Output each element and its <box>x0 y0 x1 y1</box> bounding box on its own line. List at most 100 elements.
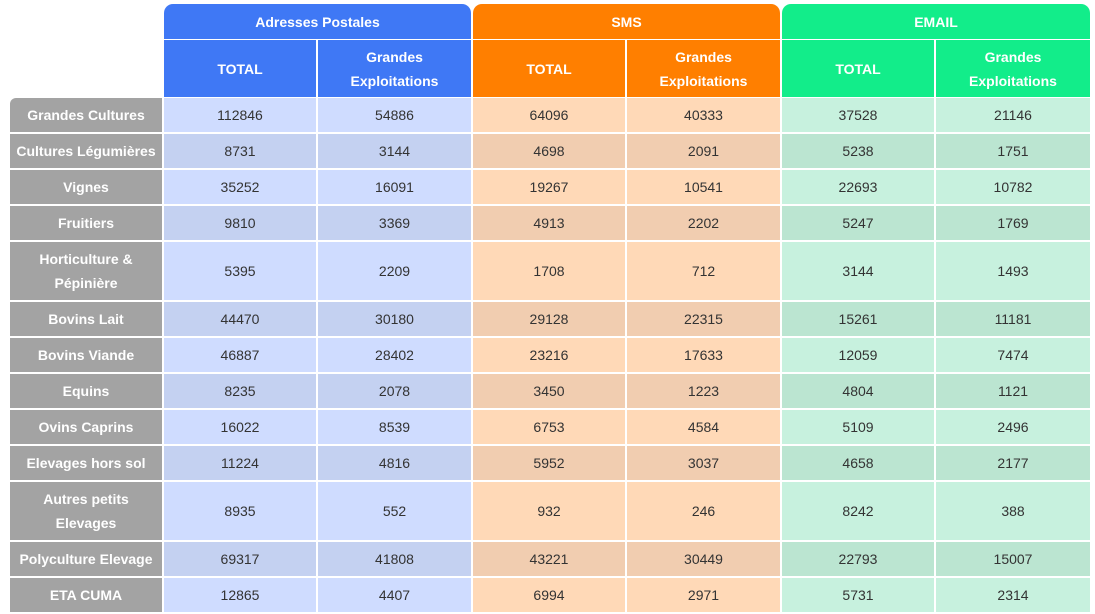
table-cell: 40333 <box>627 98 780 132</box>
table-cell: 4804 <box>782 374 934 408</box>
table-cell: 69317 <box>164 542 316 576</box>
table-cell: 1223 <box>627 374 780 408</box>
table-cell: 41808 <box>318 542 471 576</box>
table-row: Equins 8235 2078 3450 1223 4804 1121 <box>10 374 1090 408</box>
row-label-line: Horticulture & <box>39 251 133 267</box>
table-cell: 1769 <box>936 206 1090 240</box>
table-cell: 2177 <box>936 446 1090 480</box>
table-cell: 22793 <box>782 542 934 576</box>
table-row: Horticulture & Pépinière 5395 2209 1708 712 31… <box>10 242 1090 300</box>
row-label-text: Ovins Caprins <box>39 415 134 439</box>
row-label-text: Cultures Légumières <box>16 139 155 163</box>
subheader-grandes-label: Grandes Exploitations <box>351 45 439 93</box>
row-label-line: Autres petits <box>43 491 129 507</box>
table-row: Autres petits Elevages 8935 552 932 246 8242 38… <box>10 482 1090 540</box>
table-cell: 5952 <box>473 446 625 480</box>
table-row: Fruitiers 9810 3369 4913 2202 5247 1769 <box>10 206 1090 240</box>
row-label: Cultures Légumières <box>10 134 162 168</box>
table-cell: 28402 <box>318 338 471 372</box>
table-cell: 11181 <box>936 302 1090 336</box>
subheader-line2: Exploitations <box>969 72 1057 89</box>
table-cell: 12059 <box>782 338 934 372</box>
table-cell: 3450 <box>473 374 625 408</box>
row-label-text: Grandes Cultures <box>27 103 144 127</box>
row-label: Bovins Lait <box>10 302 162 336</box>
table-cell: 5395 <box>164 242 316 300</box>
row-label-text: Autres petits Elevages <box>43 487 129 535</box>
subheader-line1: Grandes <box>675 48 732 65</box>
table-cell: 3369 <box>318 206 471 240</box>
row-label-line: Equins <box>62 383 110 399</box>
table-cell: 22693 <box>782 170 934 204</box>
table-cell: 2202 <box>627 206 780 240</box>
row-label: Equins <box>10 374 162 408</box>
table-cell: 2209 <box>318 242 471 300</box>
row-label-line: Elevages <box>55 515 117 531</box>
subheader-line1: Grandes <box>366 48 423 65</box>
table-cell: 15261 <box>782 302 934 336</box>
table-cell: 2496 <box>936 410 1090 444</box>
subheader-grandes-exploitations: Grandes Exploitations <box>318 40 471 97</box>
row-label-text: Fruitiers <box>58 211 114 235</box>
group-header-sms: SMS <box>473 4 780 39</box>
table-cell: 54886 <box>318 98 471 132</box>
table-cell: 112846 <box>164 98 316 132</box>
row-label-line: Elevages hors sol <box>26 455 146 471</box>
table-cell: 4407 <box>318 578 471 612</box>
table-cell: 17633 <box>627 338 780 372</box>
table-row: Elevages hors sol 11224 4816 5952 3037 4658 21… <box>10 446 1090 480</box>
row-label-text: Bovins Lait <box>48 307 123 331</box>
row-label-text: Horticulture & Pépinière <box>39 247 132 295</box>
table-cell: 5731 <box>782 578 934 612</box>
table-cell: 932 <box>473 482 625 540</box>
table-cell: 8235 <box>164 374 316 408</box>
row-label: Autres petits Elevages <box>10 482 162 540</box>
table-cell: 1121 <box>936 374 1090 408</box>
subheader-grandes-label: Grandes Exploitations <box>660 45 748 93</box>
subheader-total: TOTAL <box>164 40 316 97</box>
table-row: Polyculture Elevage 69317 41808 43221 30449 2… <box>10 542 1090 576</box>
row-label: Polyculture Elevage <box>10 542 162 576</box>
row-label: Bovins Viande <box>10 338 162 372</box>
row-label: Fruitiers <box>10 206 162 240</box>
row-label-line: Fruitiers <box>57 215 114 231</box>
table-cell: 30449 <box>627 542 780 576</box>
table-cell: 8242 <box>782 482 934 540</box>
table-row: Grandes Cultures 112846 54886 64096 40333 375… <box>10 98 1090 132</box>
table-cell: 7474 <box>936 338 1090 372</box>
table-cell: 19267 <box>473 170 625 204</box>
table-cell: 246 <box>627 482 780 540</box>
row-label-line: Bovins Lait <box>48 311 124 327</box>
subheader-total-label: TOTAL <box>217 60 263 77</box>
subheader-line2: Exploitations <box>659 72 748 89</box>
subheader-total: TOTAL <box>782 40 934 97</box>
table-cell: 6994 <box>473 578 625 612</box>
subheader-grandes-label: Grandes Exploitations <box>969 45 1057 93</box>
row-label-text: Polyculture Elevage <box>19 547 152 571</box>
table-cell: 552 <box>318 482 471 540</box>
table-cell: 12865 <box>164 578 316 612</box>
table-cell: 16022 <box>164 410 316 444</box>
row-label-line: Vignes <box>63 179 109 195</box>
row-label-text: ETA CUMA <box>50 583 122 607</box>
table-row: Bovins Lait 44470 30180 29128 22315 15261 1118… <box>10 302 1090 336</box>
table-cell: 4698 <box>473 134 625 168</box>
table-cell: 3144 <box>318 134 471 168</box>
row-label-line: ETA CUMA <box>49 587 123 603</box>
row-label: Vignes <box>10 170 162 204</box>
table-cell: 30180 <box>318 302 471 336</box>
table-cell: 4816 <box>318 446 471 480</box>
table-cell: 1493 <box>936 242 1090 300</box>
table-cell: 64096 <box>473 98 625 132</box>
table-cell: 1708 <box>473 242 625 300</box>
table-cell: 3037 <box>627 446 780 480</box>
row-label-line: Grandes Cultures <box>27 107 145 123</box>
subheader-line2: Exploitations <box>350 72 439 89</box>
group-header-adresses-postales: Adresses Postales <box>164 4 471 39</box>
row-label: Elevages hors sol <box>10 446 162 480</box>
table-row: Ovins Caprins 16022 8539 6753 4584 5109 2496 <box>10 410 1090 444</box>
table-cell: 2078 <box>318 374 471 408</box>
row-label: Horticulture & Pépinière <box>10 242 162 300</box>
table-cell: 37528 <box>782 98 934 132</box>
subheader-total-label: TOTAL <box>526 60 572 77</box>
